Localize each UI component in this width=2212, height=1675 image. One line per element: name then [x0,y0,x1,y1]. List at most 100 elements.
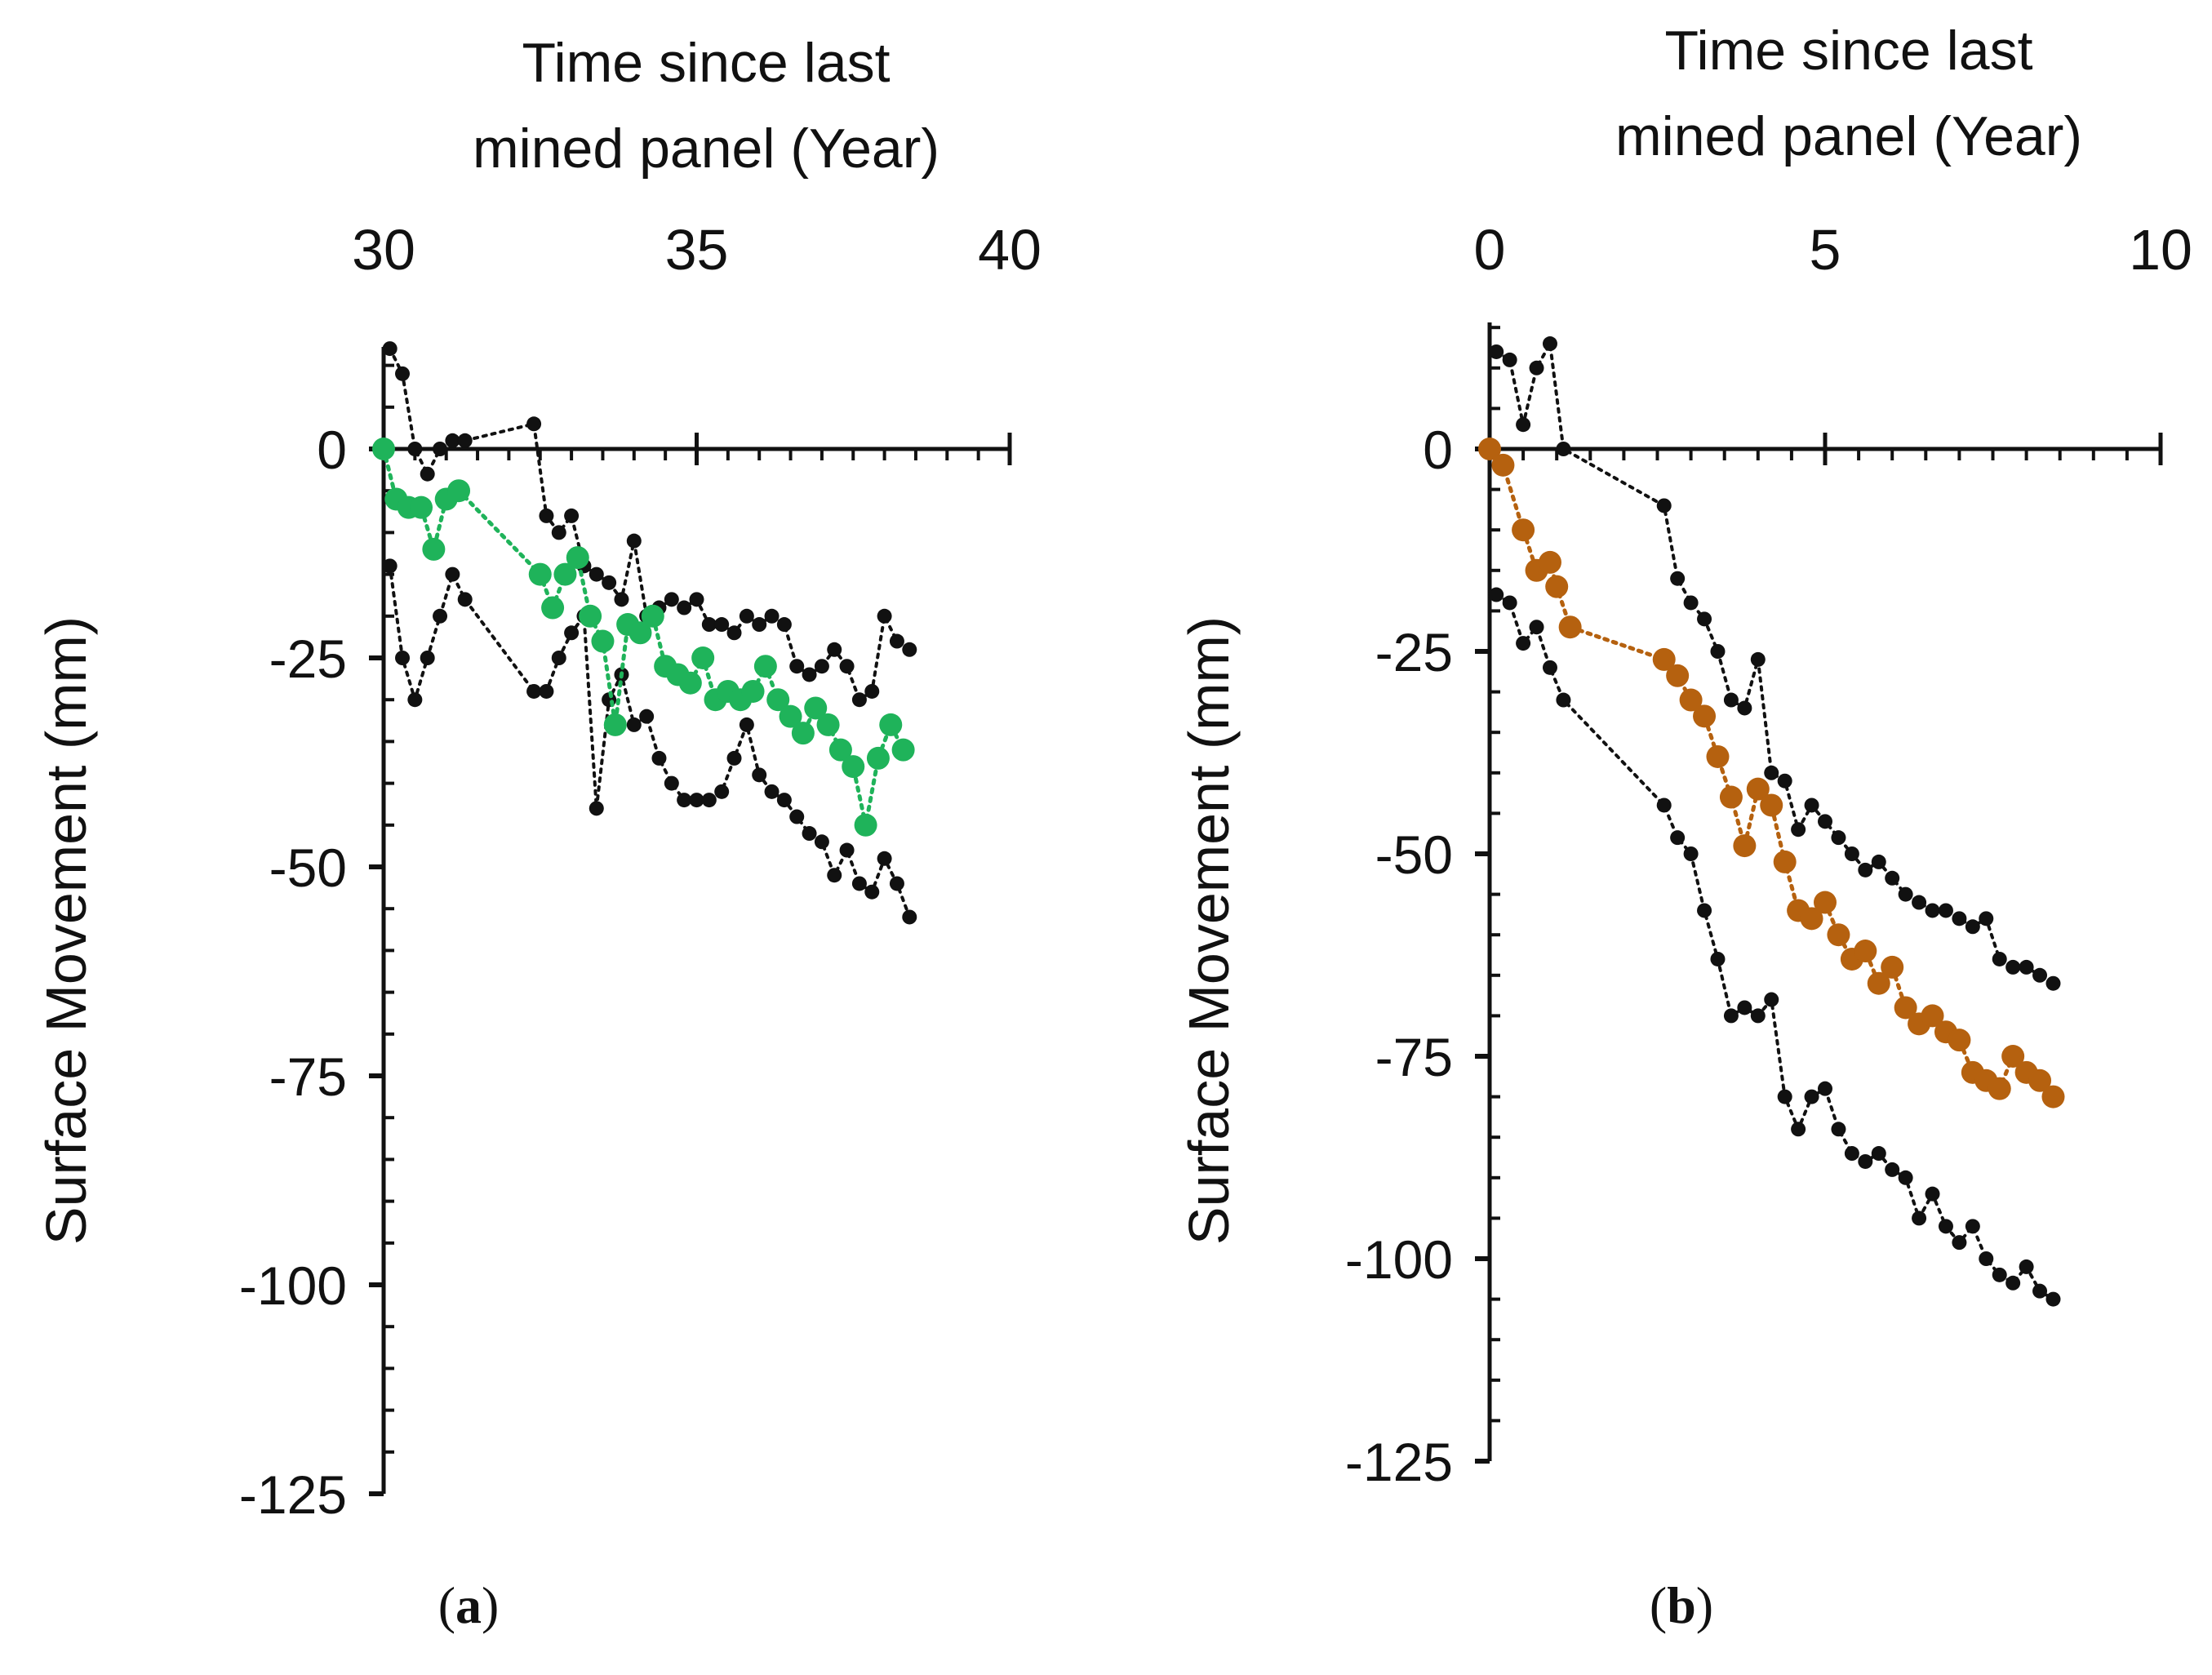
caption-b: (b) [1649,1576,1714,1634]
data-point [433,608,448,624]
data-point [1979,911,1994,926]
y-tick-label: -25 [1375,622,1453,682]
data-point [445,566,460,582]
data-point [382,341,398,357]
series-upper-envelope [382,341,917,708]
data-point [626,717,642,732]
data-point [1952,911,1967,926]
data-point [1693,704,1717,728]
series-mean [1478,438,2065,1109]
data-point [1737,1000,1752,1015]
data-point [626,533,642,549]
data-point [1871,1146,1886,1162]
data-point [1750,651,1766,667]
data-point [551,525,566,540]
y-tick-label: 0 [317,420,347,480]
data-point [864,884,880,900]
data-point [420,466,435,482]
data-point [566,546,589,570]
x-axis-title-line2: mined panel (Year) [1615,105,2082,167]
data-point [851,692,867,708]
data-point [1723,1008,1739,1024]
data-point [1652,647,1676,671]
y-axis-title: Surface Movement (mm) [34,616,98,1245]
data-point [2045,1291,2061,1307]
data-point [1988,1077,2011,1100]
y-tick-label: -100 [1345,1229,1453,1290]
data-point [1979,1251,1994,1266]
data-point [1760,793,1783,817]
y-axis-title: Surface Movement (mm) [1177,616,1241,1245]
data-point [664,592,679,607]
data-point [1538,550,1561,574]
data-point [1777,1089,1792,1104]
data-point [1529,620,1544,635]
data-point [1965,919,1980,935]
data-point [420,651,435,665]
data-point [1894,996,1917,1020]
y-tick-label: -100 [239,1255,347,1316]
data-point [827,868,842,883]
data-point [902,642,917,657]
data-point [410,495,433,519]
data-point [407,692,423,708]
data-point [1925,903,1940,918]
data-point [1710,951,1726,966]
series-line [388,347,912,703]
data-point [539,508,554,523]
data-point [1938,1219,1953,1234]
data-point [677,793,692,808]
data-point [902,909,917,925]
data-point [1965,1219,1980,1234]
data-point [1697,903,1712,918]
data-point [1871,854,1886,869]
data-point [889,876,904,891]
data-point [1818,1081,1832,1096]
data-point [457,592,473,607]
data-point [1502,352,1517,367]
series-mean [372,438,915,837]
caption-b-letter: b [1667,1576,1696,1634]
x-axis-title-line1: Time since last [1665,20,2033,82]
x-tick-label: 5 [1810,218,1841,282]
data-point [603,713,627,736]
data-point [1556,692,1571,708]
data-point [689,592,704,607]
data-point [589,801,604,816]
data-point [1992,951,2007,966]
data-point [764,784,780,799]
data-point [1881,955,1904,979]
data-point [1854,940,1877,963]
data-point [1773,850,1797,873]
data-point [1818,814,1832,829]
data-point [664,775,679,791]
data-point [864,683,880,699]
data-point [804,696,828,720]
data-point [639,709,655,724]
series-upper-envelope [1489,336,2061,991]
data-point [1827,923,1850,947]
data-point [1489,344,1504,359]
data-point [814,834,829,850]
data-point [382,558,398,574]
y-tick-label: -25 [269,629,347,689]
data-point [842,755,865,779]
x-tick-label: 10 [2129,218,2192,282]
data-point [564,508,580,523]
data-point [629,621,652,645]
data-point [2045,975,2061,991]
data-point [395,366,411,381]
data-point [714,617,730,633]
data-point [1764,992,1779,1007]
data-point [1558,615,1582,639]
data-point [714,784,730,799]
data-point [839,842,855,858]
data-point [1489,587,1504,602]
data-point [776,793,792,808]
data-point [877,608,892,624]
data-point [802,667,817,682]
data-point [689,793,704,808]
x-axis-title-line1: Time since last [522,32,891,94]
